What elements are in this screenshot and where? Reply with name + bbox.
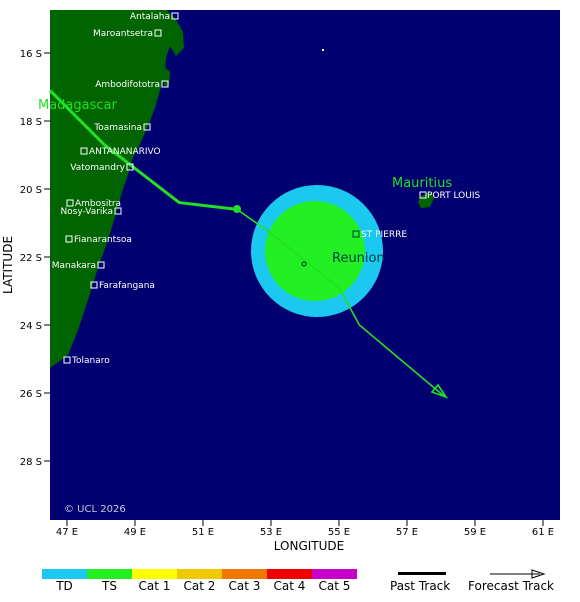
- legend-swatch-cat-4: [267, 569, 312, 579]
- svg-text:Farafangana: Farafangana: [99, 281, 155, 291]
- legend-swatch-cat-2: [177, 569, 222, 579]
- mauritius-island: [418, 192, 434, 208]
- city-nosy-varika: Nosy-Varika: [60, 207, 122, 217]
- svg-text:ANTANANARIVO: ANTANANARIVO: [89, 147, 161, 157]
- past-track-line: [48, 89, 238, 211]
- madagascar-landmass: [50, 10, 184, 368]
- svg-text:PORT LOUIS: PORT LOUIS: [427, 191, 480, 201]
- svg-text:Tolanaro: Tolanaro: [71, 356, 110, 366]
- wind-field-inner: [265, 201, 365, 301]
- legend-swatch-cat-3: [222, 569, 267, 579]
- city-fianarantsoa: Fianarantsoa: [65, 235, 132, 245]
- svg-text:Vatomandry: Vatomandry: [70, 163, 125, 173]
- y-tick-label: 22 S: [20, 253, 42, 264]
- y-tick-label: 16 S: [20, 49, 42, 60]
- region-label-mauritius: Mauritius: [392, 176, 452, 191]
- legend-label-cat-3: Cat 3: [228, 579, 261, 593]
- svg-text:Antalaha: Antalaha: [130, 12, 170, 22]
- x-tick-label: 47 E: [56, 527, 78, 538]
- region-label-madagascar: Madagascar: [38, 98, 118, 113]
- islet: [322, 49, 324, 51]
- x-tick-label: 59 E: [464, 527, 486, 538]
- city-toamasina: Toamasina: [93, 123, 151, 133]
- svg-text:Nosy-Varika: Nosy-Varika: [60, 207, 113, 217]
- legend-label-ts: TS: [102, 579, 117, 593]
- legend-swatch-ts: [87, 569, 132, 579]
- city-maroantsetra: Maroantsetra: [93, 29, 162, 39]
- city-st-pierre: ST PIERRE: [352, 230, 407, 240]
- legend-forecast-track-symbol: [490, 569, 546, 579]
- x-tick-label: 57 E: [396, 527, 418, 538]
- x-tick-label: 61 E: [532, 527, 554, 538]
- legend-label-cat-4: Cat 4: [273, 579, 306, 593]
- y-tick-label: 28 S: [20, 457, 42, 468]
- x-axis-title: LONGITUDE: [274, 539, 344, 553]
- city-vatomandry: Vatomandry: [70, 163, 134, 173]
- city-port-louis: PORT LOUIS: [419, 191, 480, 201]
- legend-swatch-cat-5: [312, 569, 357, 579]
- legend-swatch-td: [42, 569, 87, 579]
- y-tick-label: 18 S: [20, 117, 42, 128]
- legend-label-cat-1: Cat 1: [138, 579, 171, 593]
- svg-text:Fianarantsoa: Fianarantsoa: [74, 235, 132, 245]
- x-tick-label: 55 E: [328, 527, 350, 538]
- city-ambodifototra: Ambodifototra: [95, 80, 169, 90]
- x-axis-ticks: 47 E 49 E 51 E 53 E 55 E 57 E 59 E 61 E: [56, 520, 554, 538]
- legend-label-td: TD: [56, 579, 73, 593]
- svg-text:Manakara: Manakara: [52, 261, 96, 271]
- city-antananarivo: ANTANANARIVO: [80, 147, 161, 157]
- city-manakara: Manakara: [52, 261, 105, 271]
- y-tick-label: 20 S: [20, 185, 42, 196]
- legend-label-cat-5: Cat 5: [318, 579, 351, 593]
- svg-text:Maroantsetra: Maroantsetra: [93, 29, 153, 39]
- svg-text:Ambodifototra: Ambodifototra: [95, 80, 160, 90]
- x-tick-label: 49 E: [124, 527, 146, 538]
- legend-past-track-label: Past Track: [390, 579, 451, 593]
- legend: TD TS Cat 1 Cat 2 Cat 3 Cat 4 Cat 5 Past Track F…: [42, 569, 572, 599]
- legend-swatch-cat-1: [132, 569, 177, 579]
- storm-center-marker: [301, 261, 307, 267]
- x-tick-label: 53 E: [260, 527, 282, 538]
- legend-label-cat-2: Cat 2: [183, 579, 216, 593]
- svg-text:Toamasina: Toamasina: [93, 123, 142, 133]
- forecast-track-line: [236, 208, 445, 398]
- y-tick-label: 26 S: [20, 389, 42, 400]
- city-ambositra: Ambositra: [66, 199, 121, 209]
- forecast-arrowhead-icon: [430, 383, 449, 399]
- x-tick-label: 51 E: [192, 527, 214, 538]
- copyright-text: © UCL 2026: [64, 504, 126, 515]
- y-axis-ticks: 16 S 18 S 20 S 22 S 24 S 26 S 28 S: [20, 49, 50, 468]
- y-tick-label: 24 S: [20, 321, 42, 332]
- y-axis-title: LATITUDE: [1, 236, 15, 294]
- legend-forecast-track-label: Forecast Track: [468, 579, 554, 593]
- region-label-reunion: Reunion: [332, 251, 385, 266]
- city-farafangana: Farafangana: [90, 281, 155, 291]
- legend-past-track-symbol: [398, 572, 446, 575]
- current-position-marker: [233, 205, 241, 213]
- svg-text:Ambositra: Ambositra: [75, 199, 121, 209]
- svg-text:ST PIERRE: ST PIERRE: [361, 230, 407, 240]
- city-tolanaro: Tolanaro: [63, 356, 110, 366]
- city-antalaha: Antalaha: [130, 12, 179, 22]
